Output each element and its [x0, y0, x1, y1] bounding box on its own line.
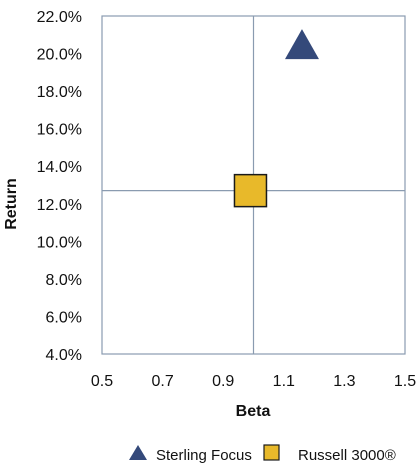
y-tick-labels: 22.0% 20.0% 18.0% 16.0% 14.0% 12.0% 10.0% 8.0% 6… — [37, 9, 82, 364]
x-tick-label: 0.5 — [91, 373, 113, 390]
legend-label-sterling-focus: Sterling Focus — [156, 447, 252, 464]
data-point-russell-3000 — [233, 173, 268, 208]
y-tick-label: 6.0% — [46, 309, 82, 326]
x-tick-label: 1.1 — [273, 373, 295, 390]
legend: Sterling Focus Russell 3000® — [129, 444, 396, 464]
x-axis-title: Beta — [236, 403, 271, 420]
x-tick-label: 1.5 — [394, 373, 416, 390]
y-tick-label: 4.0% — [46, 347, 82, 364]
x-tick-label: 0.9 — [212, 373, 234, 390]
x-tick-label: 1.3 — [333, 373, 355, 390]
x-tick-label: 0.7 — [151, 373, 173, 390]
data-point-sterling-focus — [284, 29, 319, 60]
y-tick-label: 20.0% — [37, 47, 82, 64]
y-tick-label: 8.0% — [46, 272, 82, 289]
legend-triangle-icon — [129, 445, 147, 460]
x-tick-labels: 0.5 0.7 0.9 1.1 1.3 1.5 — [91, 373, 416, 390]
legend-square-icon — [263, 444, 280, 461]
data-points — [233, 29, 319, 208]
y-tick-label: 16.0% — [37, 122, 82, 139]
y-tick-label: 10.0% — [37, 234, 82, 251]
y-tick-label: 18.0% — [37, 84, 82, 101]
y-tick-label: 12.0% — [37, 197, 82, 214]
legend-label-russell-3000: Russell 3000® — [298, 447, 396, 464]
y-tick-label: 14.0% — [37, 159, 82, 176]
y-tick-label: 22.0% — [37, 9, 82, 26]
y-axis-title: Return — [3, 178, 20, 230]
